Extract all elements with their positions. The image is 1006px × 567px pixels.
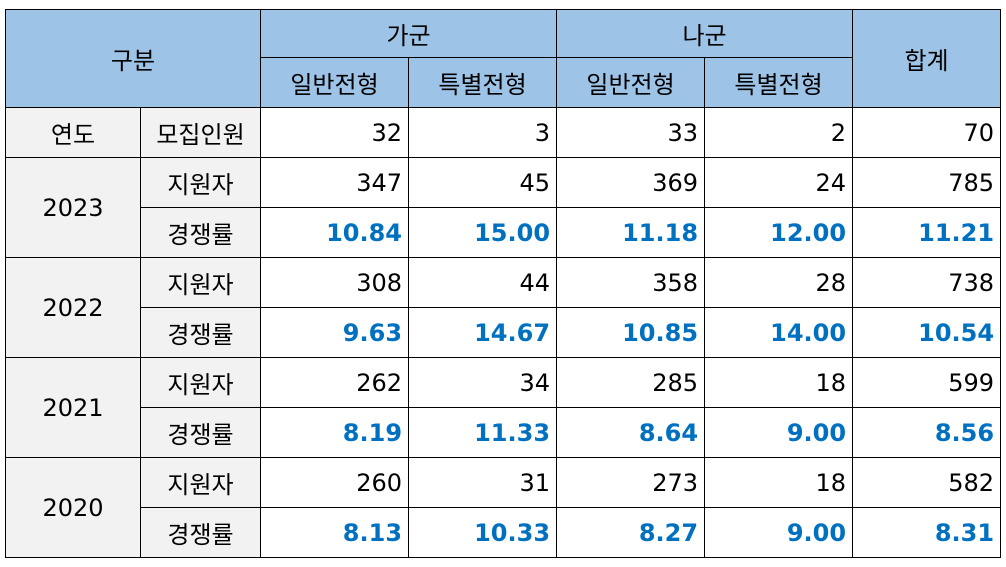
applicants-cell: 44	[408, 257, 558, 308]
applicants-row-2022: 2022 지원자 308 44 358 28 738	[5, 257, 1002, 358]
applicants-cell: 582	[852, 457, 1002, 508]
total-header: 합계	[852, 9, 1002, 108]
applicants-cell: 785	[852, 157, 1002, 208]
rate-row-2022: 경쟁률 9.63 14.67 10.85 14.00 10.54	[6, 307, 1002, 358]
rate-cell: 11.18	[556, 207, 706, 258]
rate-cell: 10.33	[408, 507, 558, 558]
applicants-cell: 262	[260, 357, 410, 408]
applicants-cell: 24	[704, 157, 854, 208]
applicants-cell: 28	[704, 257, 854, 308]
year-cell: 2022	[5, 257, 141, 358]
rate-cell: 8.64	[556, 407, 706, 458]
quota-cell: 70	[852, 107, 1002, 158]
applicants-row-2020: 2020 지원자 260 31 273 18 582	[5, 457, 1002, 558]
category-header: 구분	[4, 9, 262, 108]
rate-cell: 14.67	[408, 307, 558, 358]
applicants-label: 지원자	[139, 257, 262, 308]
applicants-cell: 738	[852, 257, 1002, 308]
rate-label: 경쟁률	[139, 507, 262, 558]
special-na-header: 특별전형	[704, 57, 854, 108]
applicants-label: 지원자	[139, 457, 262, 508]
quota-cell: 3	[408, 107, 558, 158]
applicants-cell: 599	[852, 357, 1002, 408]
applicants-cell: 369	[556, 157, 706, 208]
rate-cell: 15.00	[408, 207, 558, 258]
applicants-label: 지원자	[139, 357, 262, 408]
special-ga-header: 특별전형	[408, 57, 558, 108]
rate-cell: 12.00	[704, 207, 854, 258]
applicants-cell: 308	[260, 257, 410, 308]
applicants-row-2023: 2023 지원자 347 45 369 24 785	[5, 157, 1002, 258]
rate-cell: 8.27	[556, 507, 706, 558]
applicants-cell: 31	[408, 457, 558, 508]
year-label: 연도	[5, 107, 141, 158]
rate-cell: 9.00	[704, 507, 854, 558]
quota-cell: 32	[260, 107, 410, 158]
admission-competition-table: 구분 가군 나군 합계 일반전형 특별전형 일반전형 특별전형 연도 모집인원 …	[4, 9, 1002, 558]
applicants-cell: 18	[704, 457, 854, 508]
rate-cell: 9.63	[260, 307, 410, 358]
group-ga-header: 가군	[260, 9, 558, 58]
rate-cell: 9.00	[704, 407, 854, 458]
rate-row-2021: 경쟁률 8.19 11.33 8.64 9.00 8.56	[6, 407, 1002, 458]
applicants-label: 지원자	[139, 157, 262, 208]
applicants-cell: 358	[556, 257, 706, 308]
rate-cell: 14.00	[704, 307, 854, 358]
quota-cell: 33	[556, 107, 706, 158]
group-na-header: 나군	[556, 9, 854, 58]
rate-cell: 8.13	[260, 507, 410, 558]
rate-cell: 8.31	[852, 507, 1002, 558]
rate-cell: 11.33	[408, 407, 558, 458]
rate-row-2020: 경쟁률 8.13 10.33 8.27 9.00 8.31	[6, 507, 1002, 558]
applicants-cell: 347	[260, 157, 410, 208]
rate-cell: 11.21	[852, 207, 1002, 258]
applicants-cell: 285	[556, 357, 706, 408]
rate-cell: 8.56	[852, 407, 1002, 458]
year-cell: 2020	[5, 457, 141, 558]
quota-row: 연도 모집인원 32 3 33 2 70	[5, 107, 1002, 158]
applicants-cell: 34	[408, 357, 558, 408]
quota-cell: 2	[704, 107, 854, 158]
rate-cell: 10.85	[556, 307, 706, 358]
rate-label: 경쟁률	[139, 207, 262, 258]
year-cell: 2021	[5, 357, 141, 458]
applicants-cell: 18	[704, 357, 854, 408]
year-cell: 2023	[5, 157, 141, 258]
applicants-cell: 45	[408, 157, 558, 208]
general-ga-header: 일반전형	[260, 57, 410, 108]
header-row-1: 구분 가군 나군 합계	[4, 9, 1002, 108]
general-na-header: 일반전형	[556, 57, 706, 108]
header-row-2: 일반전형 특별전형 일반전형 특별전형	[6, 57, 1001, 108]
rate-row-2023: 경쟁률 10.84 15.00 11.18 12.00 11.21	[6, 207, 1002, 258]
rate-label: 경쟁률	[139, 307, 262, 358]
applicants-cell: 273	[556, 457, 706, 508]
applicants-cell: 260	[260, 457, 410, 508]
rate-cell: 8.19	[260, 407, 410, 458]
applicants-row-2021: 2021 지원자 262 34 285 18 599	[5, 357, 1002, 458]
rate-label: 경쟁률	[139, 407, 262, 458]
rate-cell: 10.84	[260, 207, 410, 258]
rate-cell: 10.54	[852, 307, 1002, 358]
quota-label: 모집인원	[139, 107, 262, 158]
